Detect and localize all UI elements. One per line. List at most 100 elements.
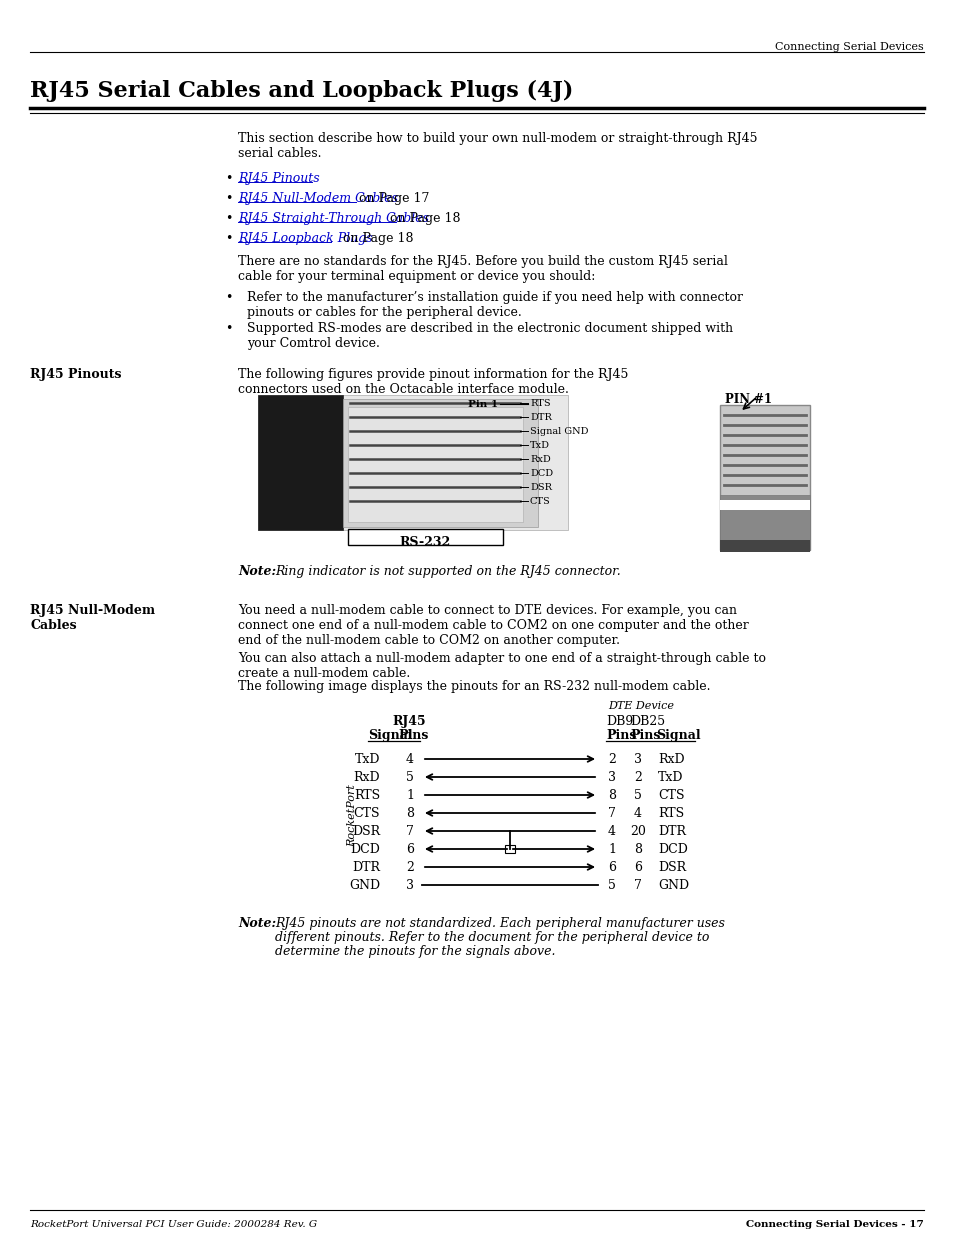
Text: GND: GND: [658, 879, 688, 892]
Text: RocketPort: RocketPort: [347, 784, 356, 847]
Text: Pins: Pins: [605, 729, 636, 742]
Text: 4: 4: [607, 825, 616, 839]
Text: RxD: RxD: [658, 753, 684, 766]
Text: CTS: CTS: [530, 496, 550, 505]
Text: 8: 8: [406, 806, 414, 820]
Text: RxD: RxD: [530, 454, 550, 463]
Text: 2: 2: [634, 771, 641, 784]
Text: DTE Device: DTE Device: [607, 701, 673, 711]
Text: There are no standards for the RJ45. Before you build the custom RJ45 serial
cab: There are no standards for the RJ45. Bef…: [237, 254, 727, 283]
Text: DTR: DTR: [658, 825, 685, 839]
Bar: [720, 405, 809, 550]
Text: RJ45 Pinouts: RJ45 Pinouts: [237, 172, 319, 185]
Text: 5: 5: [607, 879, 616, 892]
Text: DCD: DCD: [350, 844, 379, 856]
Text: 3: 3: [406, 879, 414, 892]
Text: RJ45 Null-Modem Cables: RJ45 Null-Modem Cables: [237, 191, 397, 205]
Text: 8: 8: [634, 844, 641, 856]
Text: 5: 5: [406, 771, 414, 784]
Text: RJ45: RJ45: [392, 715, 425, 727]
Text: 8: 8: [607, 789, 616, 802]
Text: 20: 20: [629, 825, 645, 839]
Text: DB25: DB25: [629, 715, 664, 727]
Text: Signal: Signal: [656, 729, 700, 742]
Text: •: •: [225, 291, 233, 304]
Text: GND: GND: [349, 879, 379, 892]
Text: RS-232: RS-232: [399, 536, 450, 550]
Text: RocketPort Universal PCI User Guide: 2000284 Rev. G: RocketPort Universal PCI User Guide: 200…: [30, 1220, 316, 1229]
Text: Signal GND: Signal GND: [530, 426, 588, 436]
Text: Supported RS-modes are described in the electronic document shipped with
your Co: Supported RS-modes are described in the …: [247, 322, 732, 350]
Bar: [504, 845, 515, 853]
Text: •: •: [225, 191, 233, 205]
Text: 6: 6: [634, 861, 641, 874]
Text: 4: 4: [406, 753, 414, 766]
Text: RJ45 pinouts are not standardized. Each peripheral manufacturer uses: RJ45 pinouts are not standardized. Each …: [274, 918, 724, 930]
Text: TxD: TxD: [355, 753, 379, 766]
Text: RxD: RxD: [353, 771, 379, 784]
Text: Connecting Serial Devices - 17: Connecting Serial Devices - 17: [745, 1220, 923, 1229]
Bar: [348, 408, 522, 522]
Text: Note:: Note:: [237, 564, 275, 578]
Text: determine the pinouts for the signals above.: determine the pinouts for the signals ab…: [274, 945, 555, 958]
Text: You need a null-modem cable to connect to DTE devices. For example, you can
conn: You need a null-modem cable to connect t…: [237, 604, 748, 647]
Text: Pin 1: Pin 1: [467, 400, 497, 409]
Bar: [720, 500, 809, 510]
Text: 4: 4: [634, 806, 641, 820]
Text: The following figures provide pinout information for the RJ45
connectors used on: The following figures provide pinout inf…: [237, 368, 628, 396]
Text: on Page 17: on Page 17: [355, 191, 429, 205]
Bar: [257, 395, 343, 530]
Text: RTS: RTS: [530, 399, 550, 408]
Text: 3: 3: [607, 771, 616, 784]
Text: DSR: DSR: [352, 825, 379, 839]
Text: •: •: [225, 212, 233, 225]
Text: •: •: [225, 232, 233, 245]
Text: RTS: RTS: [354, 789, 379, 802]
Text: PIN #1: PIN #1: [724, 393, 771, 406]
Bar: [720, 540, 809, 552]
Text: 7: 7: [634, 879, 641, 892]
Text: 2: 2: [406, 861, 414, 874]
Bar: [720, 495, 809, 550]
Text: RJ45 Straight-Through Cables: RJ45 Straight-Through Cables: [237, 212, 429, 225]
Text: Refer to the manufacturer’s installation guide if you need help with connector
p: Refer to the manufacturer’s installation…: [247, 291, 742, 319]
Text: Note:: Note:: [237, 918, 275, 930]
Text: 1: 1: [607, 844, 616, 856]
Text: different pinouts. Refer to the document for the peripheral device to: different pinouts. Refer to the document…: [274, 931, 709, 944]
Text: •: •: [225, 172, 233, 185]
Text: RTS: RTS: [658, 806, 683, 820]
Text: RJ45 Pinouts: RJ45 Pinouts: [30, 368, 121, 382]
Bar: [343, 399, 537, 527]
Bar: [348, 529, 502, 545]
Text: RJ45 Serial Cables and Loopback Plugs (4J): RJ45 Serial Cables and Loopback Plugs (4…: [30, 80, 573, 103]
Text: 6: 6: [607, 861, 616, 874]
Text: DCD: DCD: [658, 844, 687, 856]
Text: The following image displays the pinouts for an RS-232 null-modem cable.: The following image displays the pinouts…: [237, 680, 710, 693]
Text: 7: 7: [607, 806, 616, 820]
Text: Ring indicator is not supported on the RJ45 connector.: Ring indicator is not supported on the R…: [274, 564, 620, 578]
Text: RJ45 Loopback Plugs: RJ45 Loopback Plugs: [237, 232, 372, 245]
Text: 5: 5: [634, 789, 641, 802]
Text: CTS: CTS: [658, 789, 684, 802]
Text: Pins: Pins: [629, 729, 659, 742]
Text: DTR: DTR: [530, 412, 551, 421]
Text: 2: 2: [607, 753, 616, 766]
Text: CTS: CTS: [354, 806, 379, 820]
Text: •: •: [225, 322, 233, 335]
Text: TxD: TxD: [530, 441, 550, 450]
Text: RJ45 Null-Modem
Cables: RJ45 Null-Modem Cables: [30, 604, 155, 632]
Text: This section describe how to build your own null-modem or straight-through RJ45
: This section describe how to build your …: [237, 132, 757, 161]
Text: TxD: TxD: [658, 771, 682, 784]
Text: 3: 3: [634, 753, 641, 766]
Text: You can also attach a null-modem adapter to one end of a straight-through cable : You can also attach a null-modem adapter…: [237, 652, 765, 680]
Text: DSR: DSR: [658, 861, 685, 874]
Text: DB9: DB9: [605, 715, 633, 727]
Text: 1: 1: [406, 789, 414, 802]
Text: DTR: DTR: [352, 861, 379, 874]
Text: 7: 7: [406, 825, 414, 839]
Text: Connecting Serial Devices: Connecting Serial Devices: [775, 42, 923, 52]
Bar: [257, 395, 567, 530]
Text: Signal: Signal: [368, 729, 413, 742]
Text: on Page 18: on Page 18: [386, 212, 460, 225]
Text: on Page 18: on Page 18: [338, 232, 413, 245]
